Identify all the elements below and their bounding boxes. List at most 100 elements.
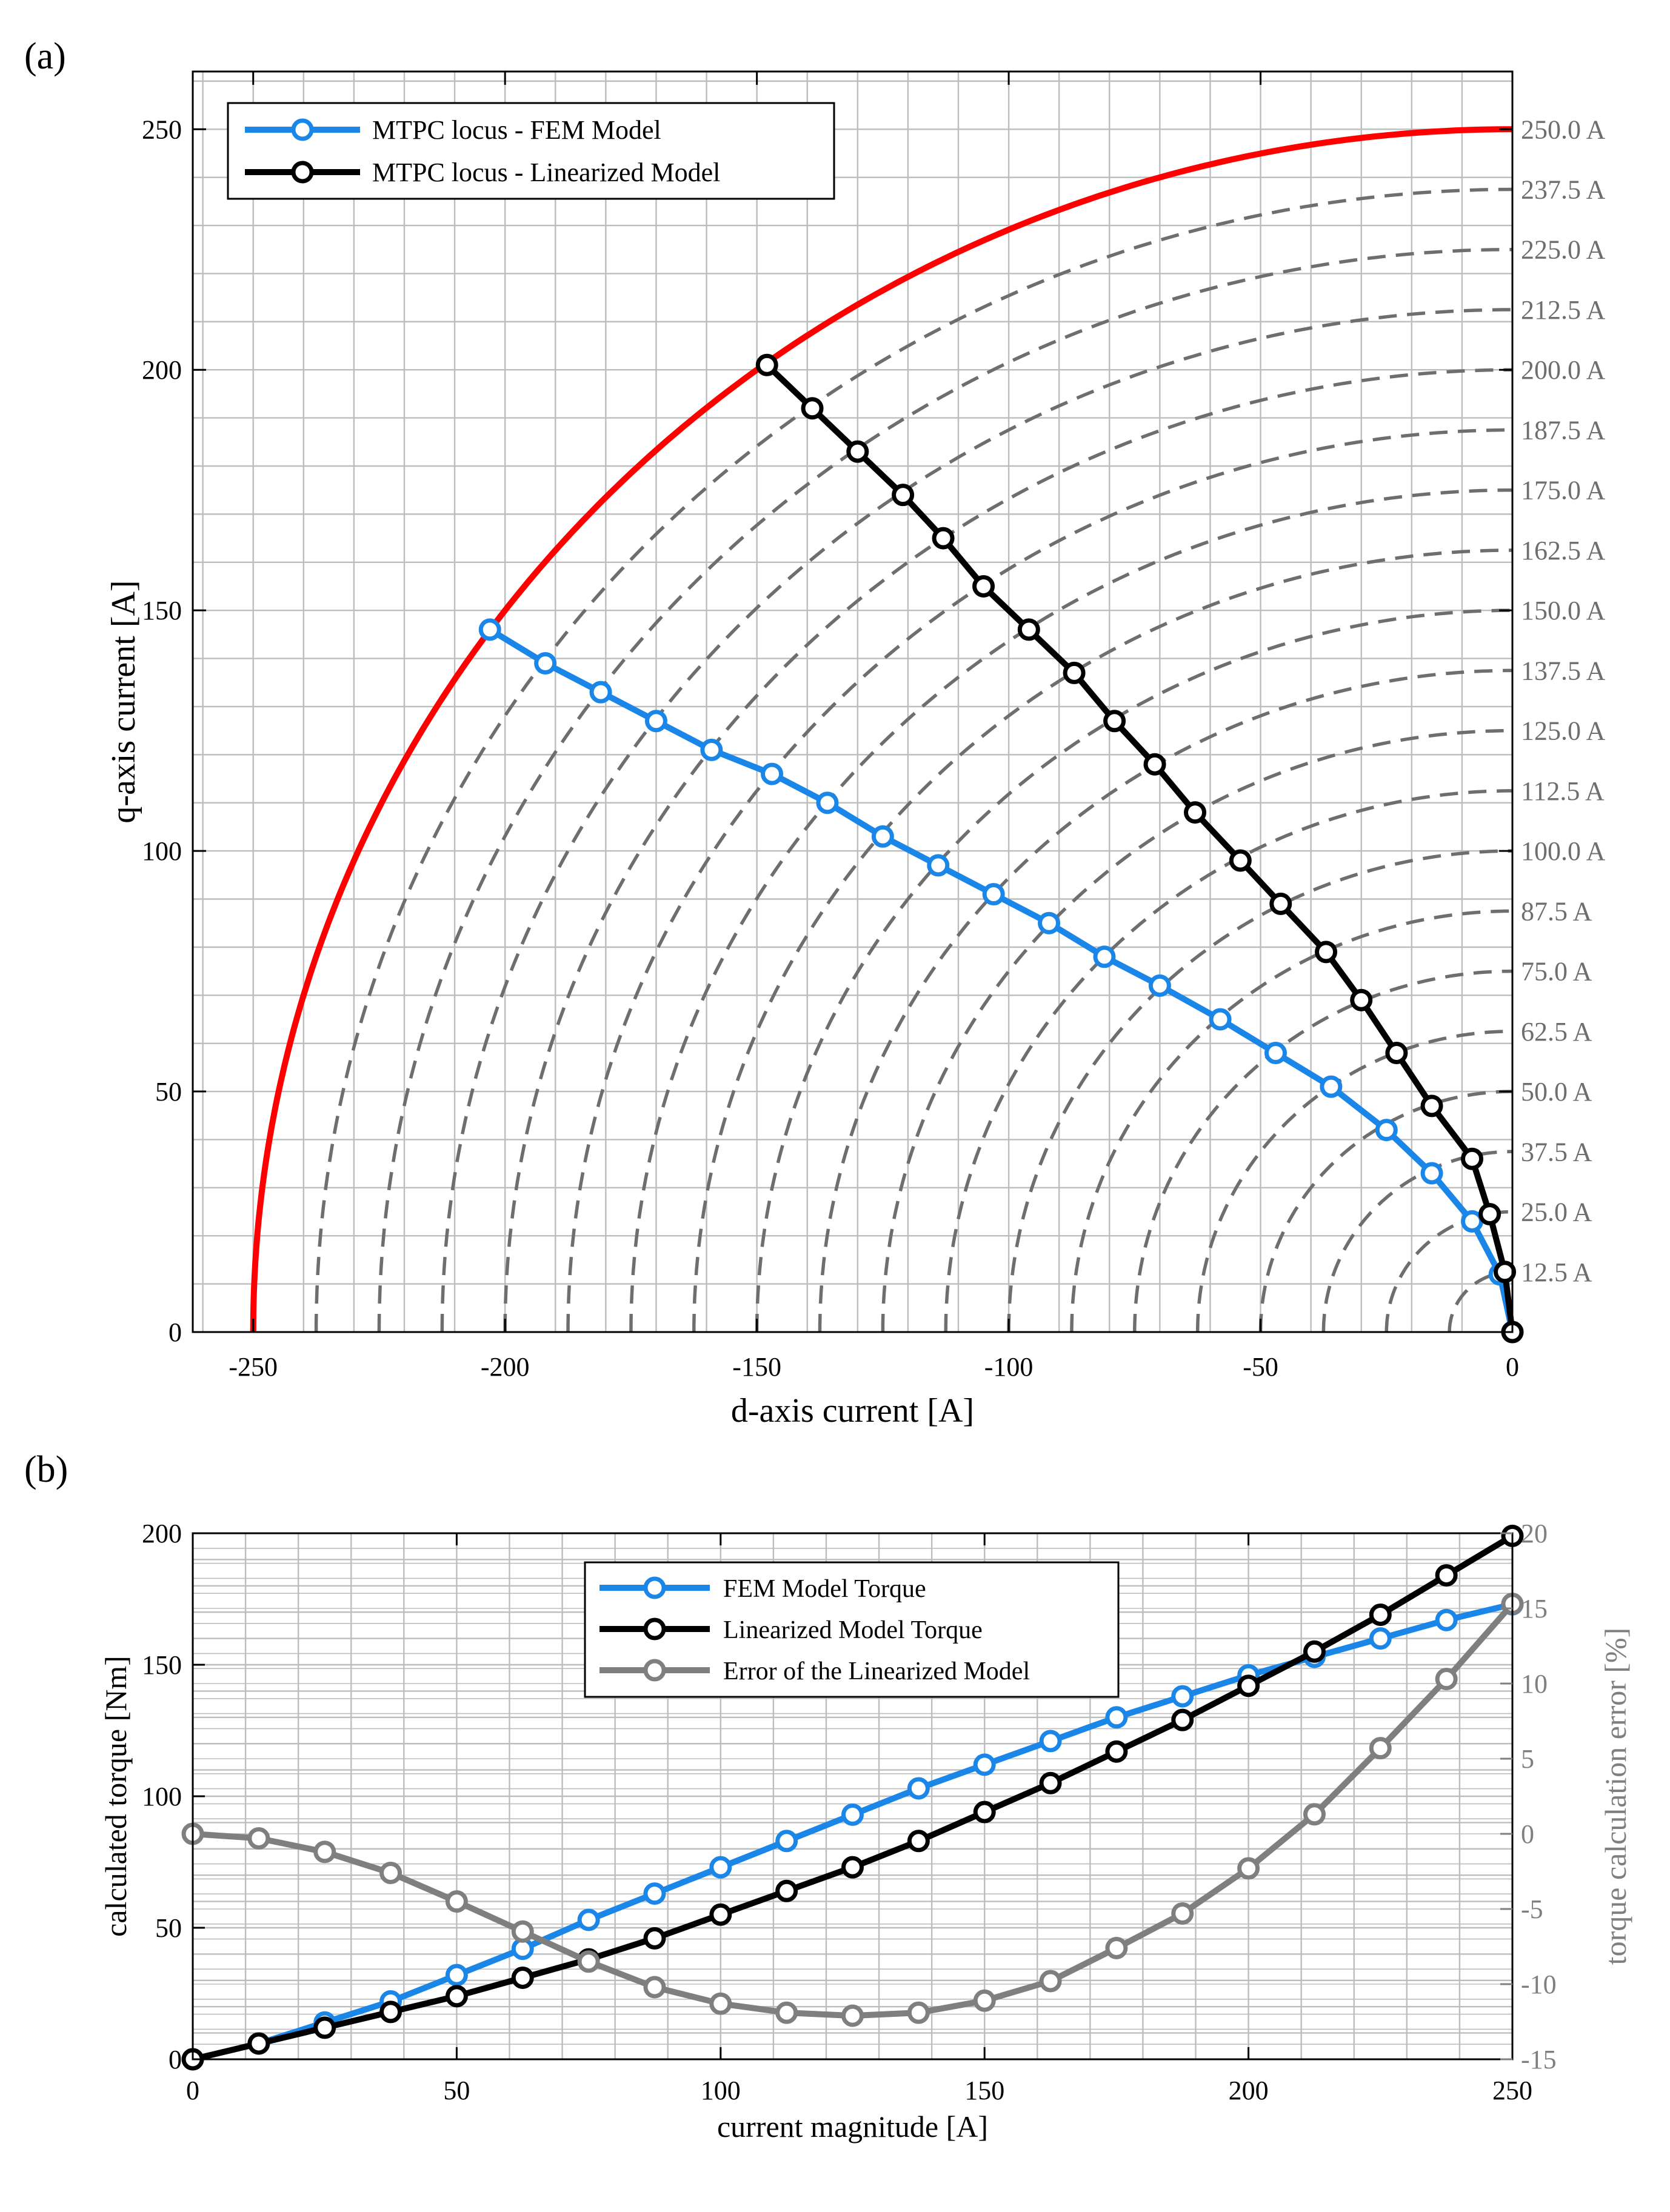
series-linear-mtpc-point [892,484,915,507]
current-circle-label: 162.5 A [1521,536,1606,565]
current-circle [377,247,1513,1333]
current-circle-label: 187.5 A [1521,415,1606,445]
series-fem-mtpc-point [700,738,723,761]
series-linear-torque-point [1171,1708,1194,1731]
y-tick-label: 0 [169,2045,182,2074]
series-fem-torque-point [907,1777,930,1800]
legend-b-label: Linearized Model Torque [723,1616,983,1644]
current-circle-label: 62.5 A [1521,1017,1592,1047]
y-tick-label: 150 [142,1650,182,1680]
series-fem-mtpc-point [1093,945,1116,968]
series-fem-torque-point [841,1803,864,1826]
current-circle-label: 12.5 A [1521,1258,1592,1287]
series-fem-mtpc-point [1375,1119,1398,1142]
series-linear-torque-point [1237,1674,1260,1697]
series-linear-mtpc-point [1350,988,1373,1011]
series-fem-mtpc-point [1038,911,1061,934]
y2-tick-label: 15 [1521,1594,1548,1624]
series-linear-mtpc-point [1103,710,1126,733]
x-tick-label: 250 [1492,2076,1532,2105]
series-linear-torque-point [775,1879,798,1902]
y-tick-label: 100 [142,1782,182,1811]
current-circle-label: 137.5 A [1521,656,1606,685]
series-linear-torque-point [247,2032,270,2055]
series-fem-mtpc-point [1264,1042,1287,1065]
series-error-point [1369,1737,1392,1760]
current-circle-label: 75.0 A [1521,957,1592,987]
series-linear-mtpc-point [1229,849,1252,872]
y2-tick-label: -15 [1521,2045,1557,2074]
series-error-point [577,1950,600,1973]
series-linear-torque-point [511,1966,534,1989]
x-tick-label: -200 [481,1352,530,1382]
series-error-point [841,2004,864,2027]
current-limit-circle [250,126,1512,1333]
legend-b-swatch-marker [643,1576,666,1599]
current-circle [314,187,1513,1332]
current-circle-label: 37.5 A [1521,1137,1592,1167]
series-fem-mtpc-point [478,618,501,641]
current-circle-label: 100.0 A [1521,836,1606,866]
series-fem-mtpc-point [871,825,894,848]
series-fem-mtpc-point [644,710,667,733]
series-fem-mtpc-point [816,791,839,815]
series-error-point [379,1861,402,1884]
series-fem-mtpc-point [927,854,950,877]
legend-b-label: Error of the Linearized Model [723,1657,1030,1685]
series-linear-mtpc-point [1494,1261,1517,1284]
x-tick-label: 0 [1506,1352,1519,1382]
series-fem-torque-point [709,1856,732,1879]
legend-b-swatch-marker [643,1617,666,1641]
series-error [181,1593,1524,2027]
series-linear-torque-point [1039,1771,1062,1794]
y-tick-label: 50 [155,1077,182,1107]
series-linear-torque-point [313,2016,336,2039]
series-error-point [1171,1902,1194,1925]
series-fem-mtpc-point [534,651,557,675]
series-error-point [907,2001,930,2024]
series-linear-torque-point [973,1801,996,1824]
y2-tick-label: 5 [1521,1744,1534,1774]
series-linear-mtpc-point [755,353,778,376]
y-tick-label: 100 [142,836,182,866]
series-linear-torque-point [709,1903,732,1926]
legend-a-label: MTPC locus - FEM Model [372,115,661,145]
series-linear-torque-point [1303,1640,1326,1663]
series-fem-torque-point [1105,1706,1128,1729]
series-linear-torque-point [1369,1604,1392,1627]
series-fem-torque-point [973,1753,996,1776]
current-circle-label: 237.5 A [1521,175,1606,205]
series-linear-mtpc-point [1461,1147,1484,1170]
x-tick-label: 100 [701,2076,741,2105]
series-fem-mtpc-point [1420,1162,1443,1185]
current-circle-label: 200.0 A [1521,355,1606,385]
x-axis-label: current magnitude [A] [717,2110,988,2144]
y-tick-label: 200 [142,355,182,385]
series-linear-mtpc-point [1478,1202,1501,1225]
current-circle [440,308,1512,1333]
y-tick-label: 50 [155,1913,182,1943]
series-linear-mtpc-point [1017,618,1040,641]
x-tick-label: 150 [964,2076,1004,2105]
y2-tick-label: 10 [1521,1669,1548,1699]
current-circle [881,728,1513,1332]
series-fem-torque-point [643,1882,666,1905]
series-error-point [1237,1857,1260,1880]
current-circles [314,187,1513,1333]
series-linear-mtpc-point [972,575,995,598]
current-circle [692,548,1513,1332]
chart-a: -250 -200 -150 -100 -50 0 0 50 100 150 200 250 12.5 … [105,70,1606,1430]
series-fem-torque-point [1435,1608,1458,1631]
y2-tick-label: 0 [1521,1819,1534,1849]
series-error-point [313,1841,336,1864]
current-circle-label: 212.5 A [1521,295,1606,325]
current-circle [503,368,1513,1332]
legend-a: MTPC locus - FEM Model MTPC locus - Linea… [227,102,835,200]
y-tick-label: 150 [142,596,182,625]
series-fem-mtpc-point [589,681,612,704]
current-circle-label: 175.0 A [1521,476,1606,505]
series-fem-torque-point [1369,1627,1392,1650]
series-fem-mtpc-point [1209,1008,1232,1031]
current-circle [629,488,1512,1333]
